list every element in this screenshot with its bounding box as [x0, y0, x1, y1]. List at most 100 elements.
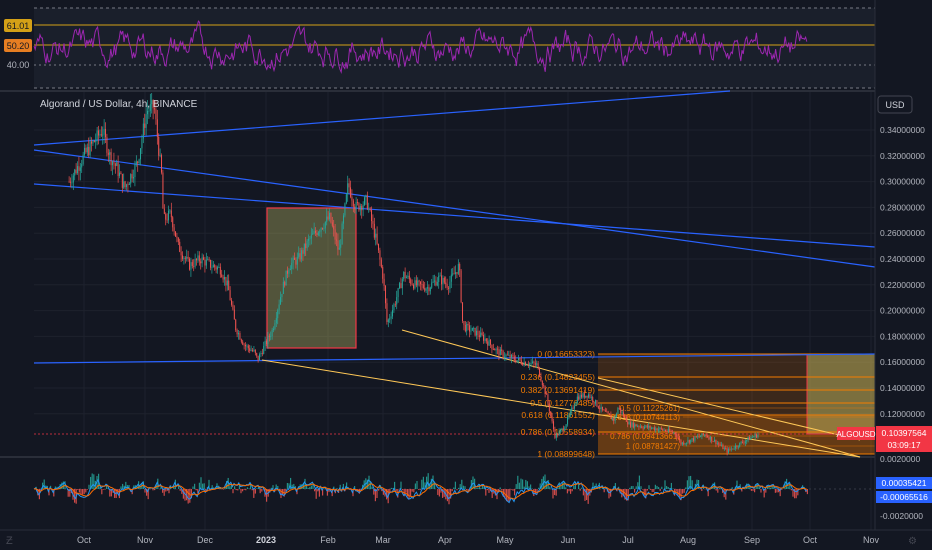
macd-hist-bar — [230, 483, 232, 489]
candle-body — [725, 448, 727, 449]
candle-body — [168, 210, 170, 221]
symbol-title[interactable]: Algorand / US Dollar, 4h, BINANCE — [40, 99, 198, 110]
candle-body — [107, 152, 109, 155]
candle-body — [474, 327, 476, 336]
yellow-trendline-2[interactable] — [401, 329, 861, 458]
price-axis[interactable]: USD 0.34000000 0.32000000 0.30000000 0.2800… — [836, 0, 932, 550]
candle-body — [463, 321, 465, 325]
yellow-trendline-1[interactable] — [261, 359, 861, 458]
candle-body — [499, 349, 501, 356]
macd-hist-bar — [565, 487, 567, 489]
candles[interactable] — [68, 92, 759, 456]
macd-hist-bar — [749, 485, 751, 489]
macd-hist-bar — [373, 489, 375, 495]
macd-hist-bar — [83, 489, 85, 494]
macd-hist-bar — [566, 489, 568, 494]
horizontal-support-line[interactable] — [33, 353, 876, 364]
yellow-trendline-3[interactable] — [597, 377, 861, 441]
candle-body — [462, 302, 464, 322]
macd-hist-bar — [790, 489, 792, 491]
candle-body — [357, 202, 359, 203]
macd-hist-bar — [760, 489, 762, 493]
price-pane[interactable]: 0 (0.16653323) 0.236 (0.14823455) 0.382 (0… — [33, 90, 876, 459]
candle-body — [449, 281, 451, 289]
macd-hist-bar — [304, 478, 306, 489]
candle-body — [492, 348, 494, 350]
macd-hist-bar — [754, 489, 756, 493]
candle-body — [476, 330, 478, 336]
candle-body — [679, 438, 681, 440]
macd-hist-bar — [82, 489, 84, 495]
candle-body — [687, 440, 689, 443]
target-rectangle[interactable] — [806, 353, 876, 435]
macd-hist-bar — [253, 489, 255, 498]
candle-body — [231, 300, 233, 305]
candle-body — [446, 283, 448, 288]
macd-hist-bar — [515, 484, 517, 489]
candle-body — [217, 267, 219, 270]
macd-hist-bar — [154, 489, 156, 491]
fib-retracement[interactable]: 0 (0.16653323) 0.236 (0.14823455) 0.382 (0… — [521, 349, 876, 459]
candle-body — [266, 340, 268, 344]
macd-hist-bar — [227, 477, 229, 489]
macd-hist-bar — [286, 482, 288, 489]
candle-body — [240, 339, 242, 342]
time-label: Oct — [77, 535, 92, 545]
candle-body — [740, 441, 742, 443]
candle-body — [674, 432, 676, 435]
candle-body — [249, 348, 251, 351]
macd-hist-bar — [62, 481, 64, 489]
trendline-channel-top[interactable] — [33, 149, 876, 268]
macd-hist-bar — [314, 489, 316, 492]
candle-body — [431, 282, 433, 288]
macd-hist-bar — [458, 487, 460, 489]
macd-hist-bar — [501, 489, 503, 491]
candle-body — [450, 274, 452, 282]
currency-button[interactable]: USD — [877, 95, 913, 114]
candle-body — [631, 422, 633, 427]
macd-hist-bar — [691, 480, 693, 489]
candle-body — [628, 422, 630, 425]
candle-body — [252, 350, 254, 352]
candle-body — [564, 428, 566, 431]
macd-hist-bar — [280, 489, 282, 499]
macd-hist-bar — [520, 478, 522, 489]
macd-hist-bar — [517, 475, 519, 489]
candle-body — [257, 355, 259, 361]
candle-body — [285, 270, 287, 286]
macd-hist-bar — [328, 489, 330, 493]
candle-body — [505, 354, 507, 357]
gear-icon[interactable]: ⚙ — [908, 536, 917, 547]
candle-body — [618, 407, 620, 409]
macd-hist-bar — [382, 489, 384, 495]
macd-pane[interactable] — [33, 473, 875, 505]
macd-hist-bar — [616, 489, 618, 492]
candle-body — [327, 216, 329, 220]
trendline-upper[interactable] — [33, 90, 731, 146]
time-label: Apr — [438, 535, 452, 545]
candle-body — [726, 448, 728, 453]
macd-hist-bar — [554, 489, 556, 496]
macd-hist-bar — [669, 487, 671, 489]
macd-hist-bar — [254, 489, 256, 494]
trendline-channel-bottom[interactable] — [33, 183, 876, 248]
macd-hist-bar — [528, 486, 530, 489]
candle-body — [187, 256, 189, 259]
tv-logo-icon[interactable]: Ƶ — [6, 535, 13, 547]
time-axis[interactable]: Oct Nov Dec 2023 Feb Mar Apr May Jun Jul Aug Sep Oct… — [0, 529, 932, 550]
macd-hist-bar — [438, 489, 440, 497]
macd-hist-bar — [587, 489, 589, 504]
macd-hist-bar — [443, 489, 445, 497]
macd-hist-bar — [238, 485, 240, 489]
symbol-tag-label: ALGOUSD — [836, 430, 875, 439]
candle-body — [315, 230, 317, 233]
macd-hist-bar — [370, 481, 372, 489]
macd-hist-bar — [486, 489, 488, 491]
macd-hist-bar — [715, 489, 717, 491]
candle-body — [406, 277, 408, 279]
candle-body — [302, 250, 304, 254]
candle-body — [382, 267, 384, 279]
candle-body — [232, 304, 234, 310]
macd-hist-bar — [182, 489, 184, 499]
